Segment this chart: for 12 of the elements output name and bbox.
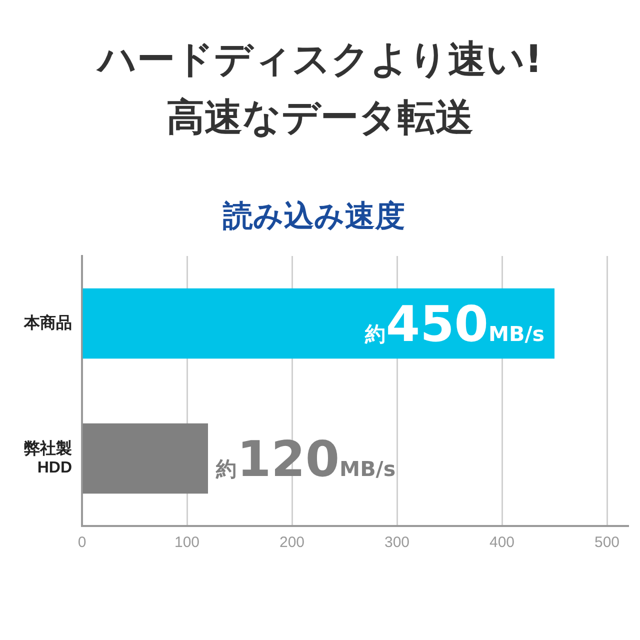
text: ハードディスクより速い! <box>95 36 544 83</box>
x-tick-label: 300 <box>384 534 410 552</box>
chart-title: 読み込み速度 <box>222 198 405 234</box>
x-tick-label: 100 <box>174 534 200 552</box>
text: 高速なデータ転送 <box>166 94 474 141</box>
x-tick-label: 200 <box>279 534 305 552</box>
y-tick-label: 弊社製 HDD <box>24 439 72 477</box>
y-tick-label: 本商品 <box>23 314 72 332</box>
x-tick-label: 500 <box>594 534 620 552</box>
x-tick-label: 400 <box>489 534 515 552</box>
x-tick-label: 0 <box>78 534 86 552</box>
data-label: 約450MB/s <box>364 295 545 354</box>
